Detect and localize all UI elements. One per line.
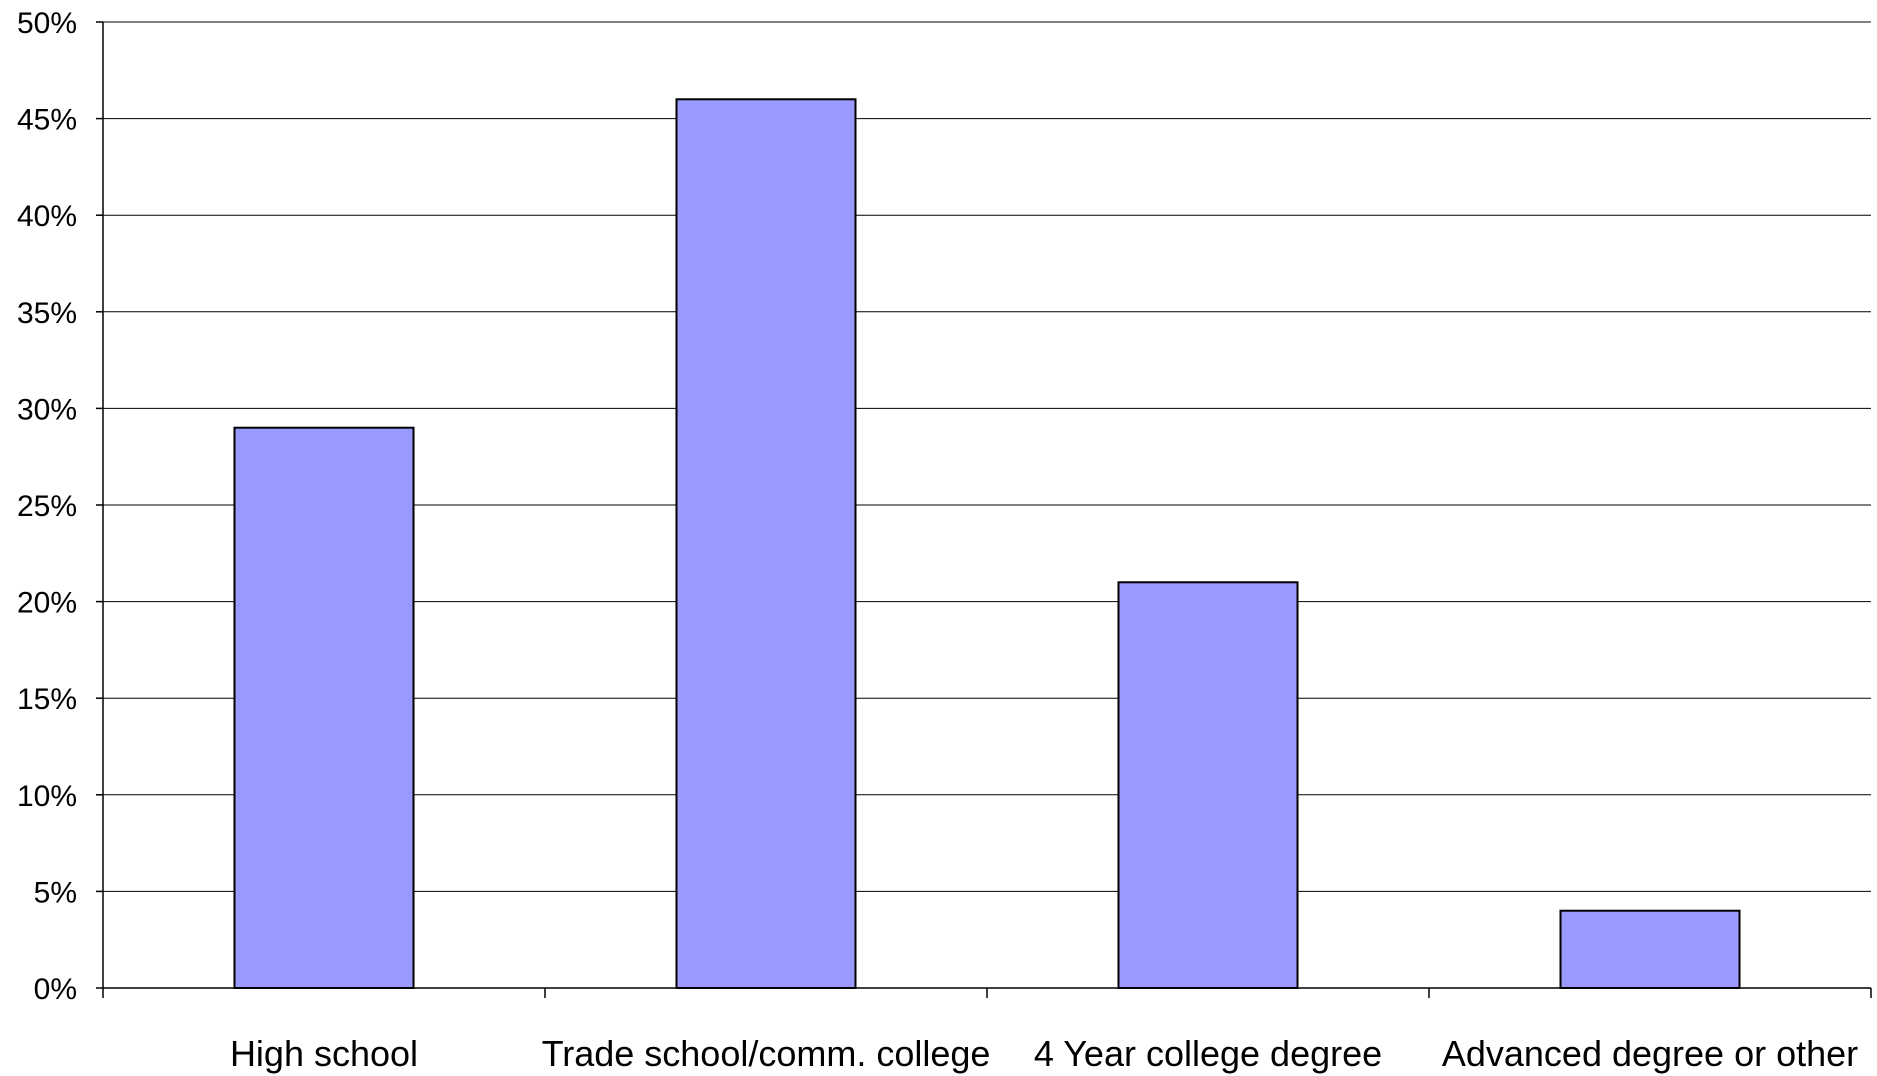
x-category-label: High school bbox=[230, 1033, 418, 1074]
y-tick-label: 5% bbox=[34, 876, 77, 909]
bars bbox=[233, 98, 1741, 990]
y-tick-label: 15% bbox=[17, 683, 77, 716]
y-tick-label: 20% bbox=[17, 587, 77, 620]
y-tick-label: 0% bbox=[34, 973, 77, 1006]
y-tick-labels: 0% 5% 10% 15% 20% 25% 30% 35% 40% 45% 50% bbox=[17, 7, 77, 1006]
axes bbox=[96, 21, 1872, 998]
x-category-label: Advanced degree or other bbox=[1442, 1033, 1858, 1074]
y-tick-label: 40% bbox=[17, 200, 77, 233]
y-tick-label: 30% bbox=[17, 393, 77, 426]
bar bbox=[233, 426, 415, 990]
bar bbox=[675, 98, 857, 989]
bar bbox=[1559, 909, 1741, 989]
y-tick-label: 25% bbox=[17, 490, 77, 523]
x-category-label: Trade school/comm. college bbox=[542, 1033, 991, 1074]
x-category-labels: High school Trade school/comm. college 4 Y… bbox=[230, 1033, 1858, 1074]
bar bbox=[1117, 581, 1299, 990]
x-category-label: 4 Year college degree bbox=[1034, 1033, 1382, 1074]
y-tick-label: 45% bbox=[17, 104, 77, 137]
y-tick-label: 50% bbox=[17, 7, 77, 40]
y-tick-label: 35% bbox=[17, 297, 77, 330]
y-tick-label: 10% bbox=[17, 780, 77, 813]
